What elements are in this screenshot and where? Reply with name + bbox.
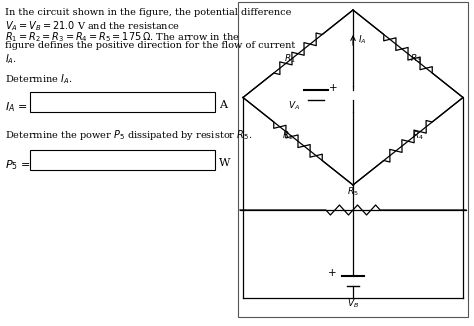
Text: Determine the power $P_5$ dissipated by resistor $R_5$.: Determine the power $P_5$ dissipated by … — [5, 128, 252, 142]
Text: $R_5$: $R_5$ — [347, 185, 359, 198]
Text: $R_1 = R_2 = R_3 = R_4 = R_5 = 175\,\Omega$. The arrow in the: $R_1 = R_2 = R_3 = R_4 = R_5 = 175\,\Ome… — [5, 30, 240, 44]
Bar — [30, 150, 215, 170]
Text: $P_5$ =: $P_5$ = — [5, 158, 31, 172]
Text: $R_1$: $R_1$ — [284, 52, 296, 65]
Text: A: A — [219, 100, 227, 110]
Text: Determine $I_A$.: Determine $I_A$. — [5, 72, 73, 86]
Text: $R_3$: $R_3$ — [410, 52, 422, 65]
Bar — [238, 2, 468, 317]
Bar — [30, 92, 215, 112]
Text: $V_B$: $V_B$ — [347, 298, 359, 310]
Text: $R_4$: $R_4$ — [412, 130, 424, 142]
Text: W: W — [219, 158, 230, 168]
Text: $V_A = V_B = 21.0$ V and the resistance: $V_A = V_B = 21.0$ V and the resistance — [5, 19, 180, 33]
Text: +: + — [328, 268, 337, 278]
Text: $R_2$: $R_2$ — [282, 130, 294, 142]
Text: $I_A$: $I_A$ — [358, 34, 366, 46]
Text: +: + — [329, 83, 337, 93]
Text: $I_A$ =: $I_A$ = — [5, 100, 27, 114]
Text: $V_A$: $V_A$ — [288, 100, 300, 112]
Text: $I_A$.: $I_A$. — [5, 52, 17, 66]
Text: figure defines the positive direction for the flow of current: figure defines the positive direction fo… — [5, 41, 295, 50]
Text: In the circuit shown in the figure, the potential difference: In the circuit shown in the figure, the … — [5, 8, 292, 17]
